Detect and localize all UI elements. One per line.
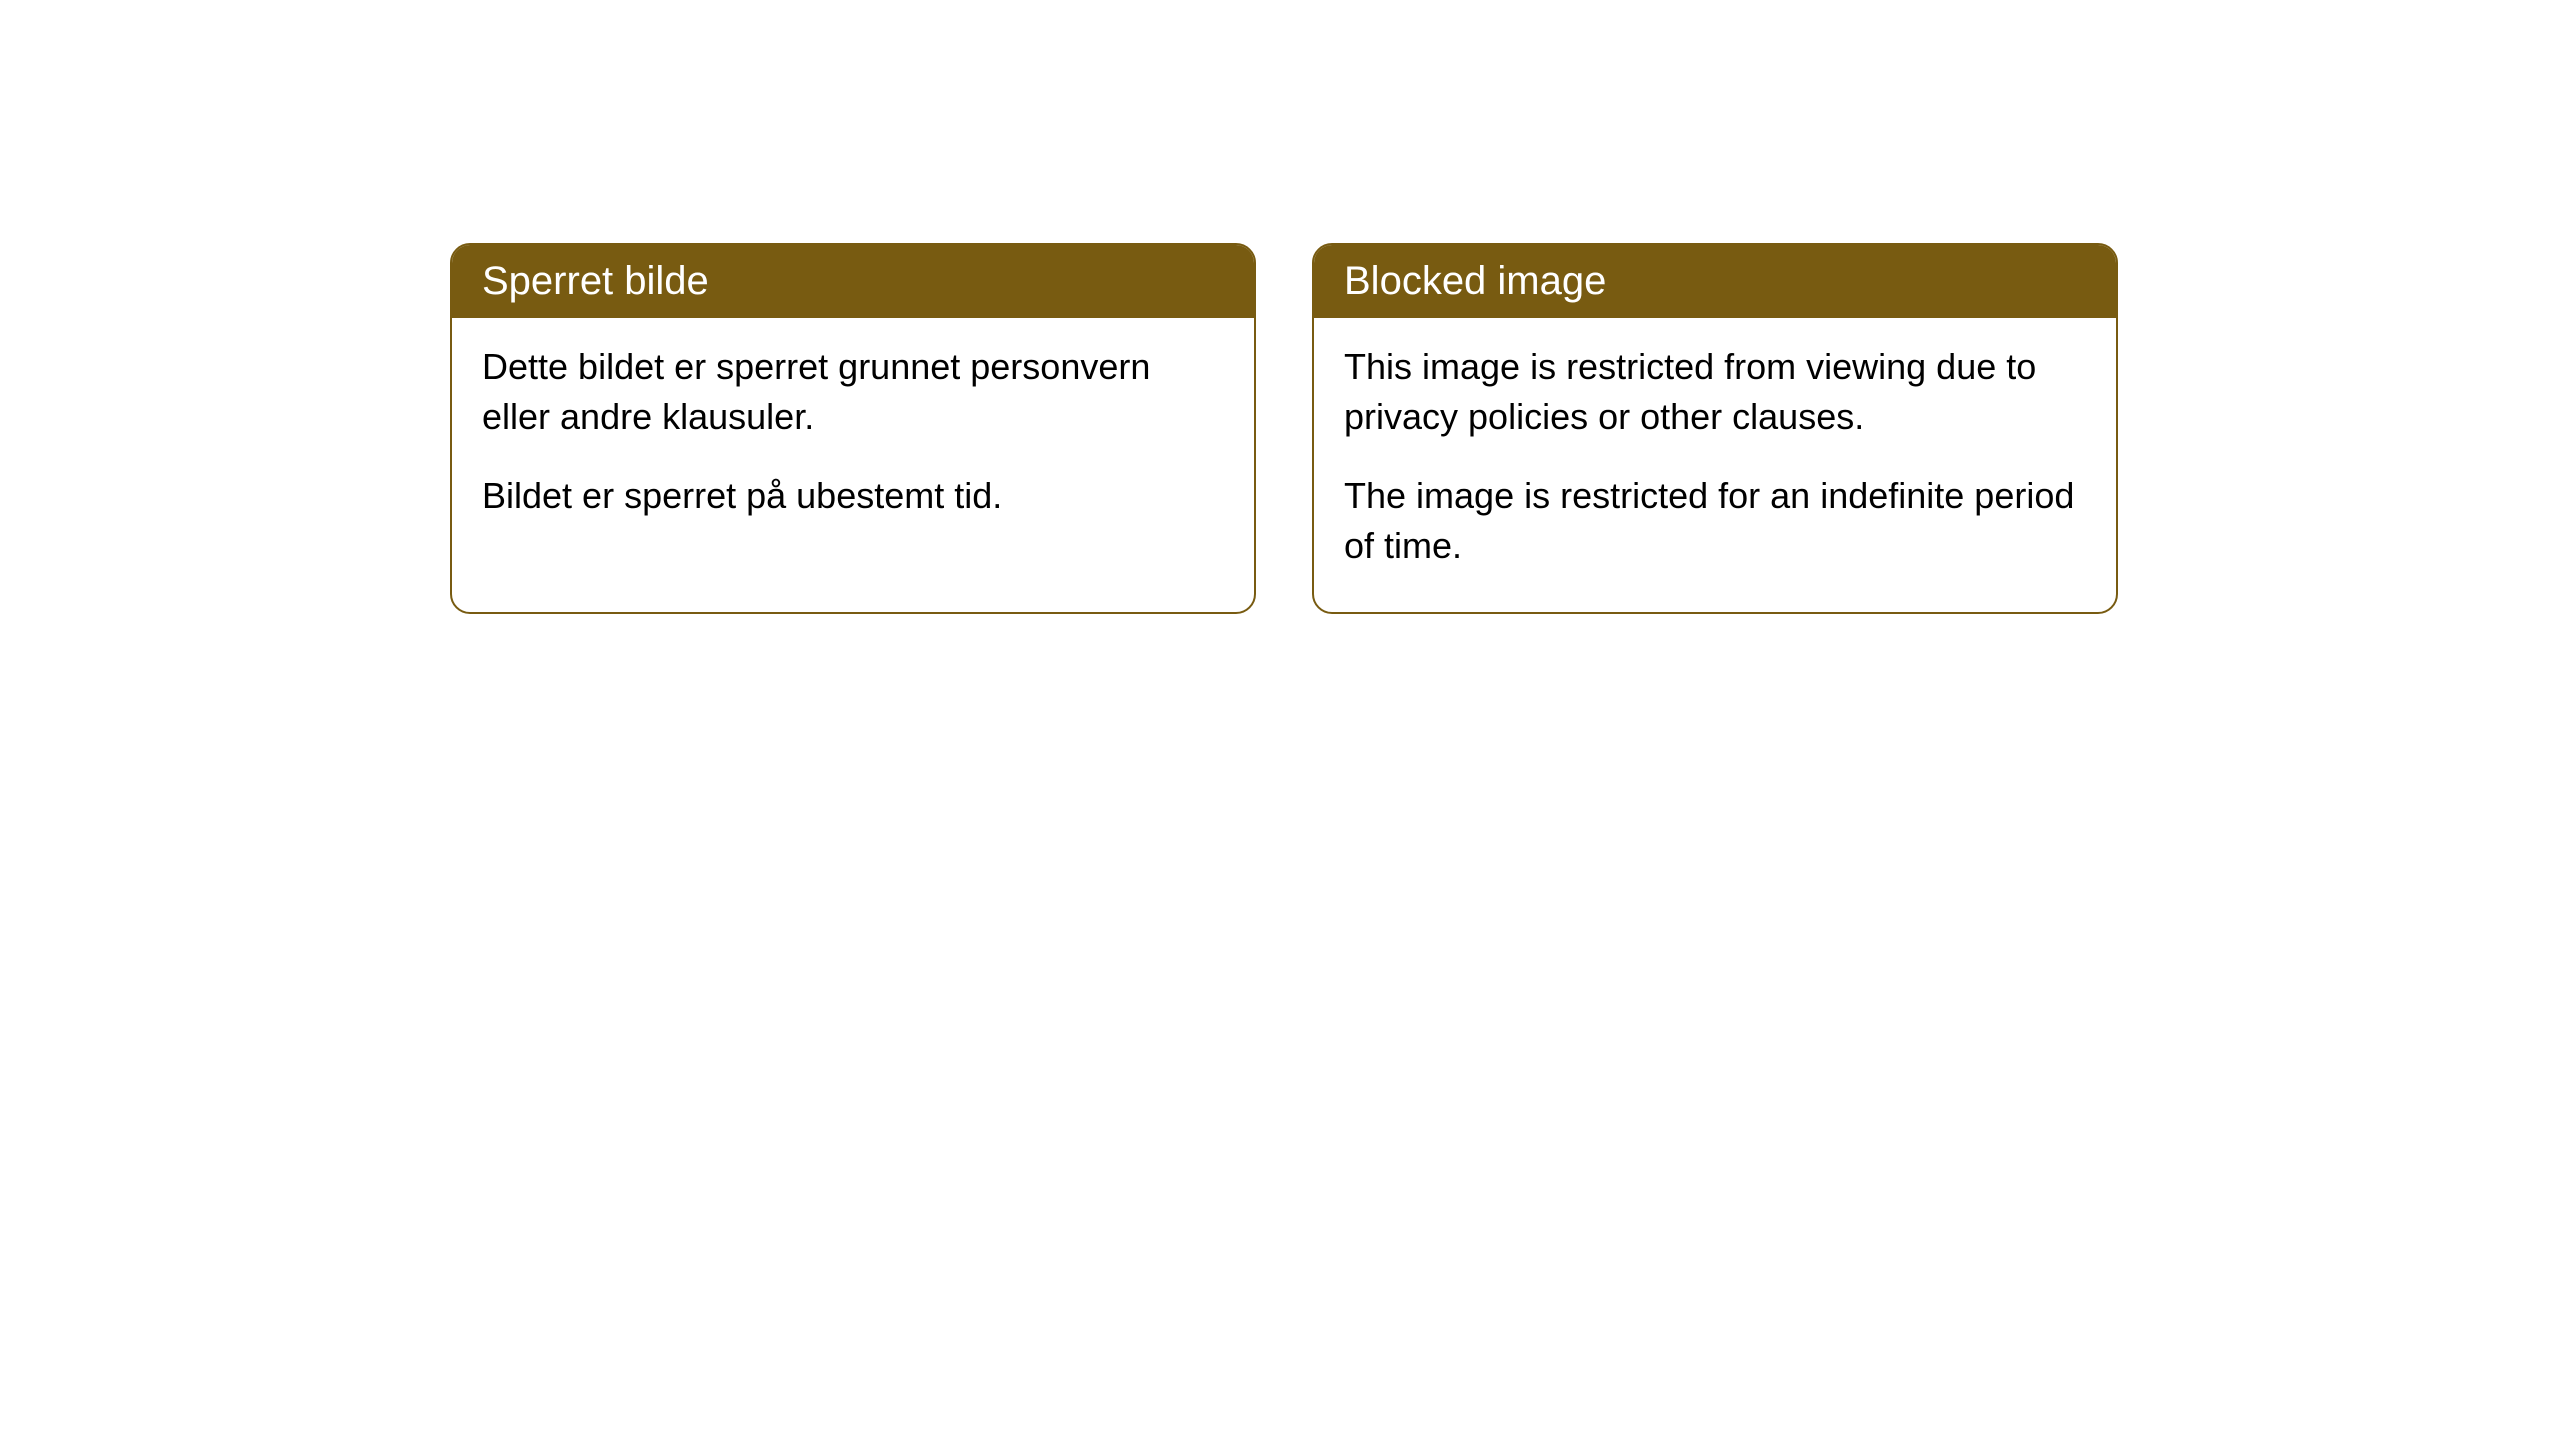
card-paragraph: Dette bildet er sperret grunnet personve…	[482, 342, 1224, 443]
card-title: Sperret bilde	[482, 259, 709, 303]
card-title: Blocked image	[1344, 259, 1606, 303]
blocked-image-card-english: Blocked image This image is restricted f…	[1312, 243, 2118, 614]
card-header: Blocked image	[1314, 245, 2116, 318]
card-body: This image is restricted from viewing du…	[1314, 318, 2116, 612]
card-header: Sperret bilde	[452, 245, 1254, 318]
blocked-image-card-norwegian: Sperret bilde Dette bildet er sperret gr…	[450, 243, 1256, 614]
card-paragraph: The image is restricted for an indefinit…	[1344, 471, 2086, 572]
card-body: Dette bildet er sperret grunnet personve…	[452, 318, 1254, 561]
card-paragraph: This image is restricted from viewing du…	[1344, 342, 2086, 443]
card-paragraph: Bildet er sperret på ubestemt tid.	[482, 471, 1224, 521]
notice-cards-container: Sperret bilde Dette bildet er sperret gr…	[450, 243, 2118, 614]
